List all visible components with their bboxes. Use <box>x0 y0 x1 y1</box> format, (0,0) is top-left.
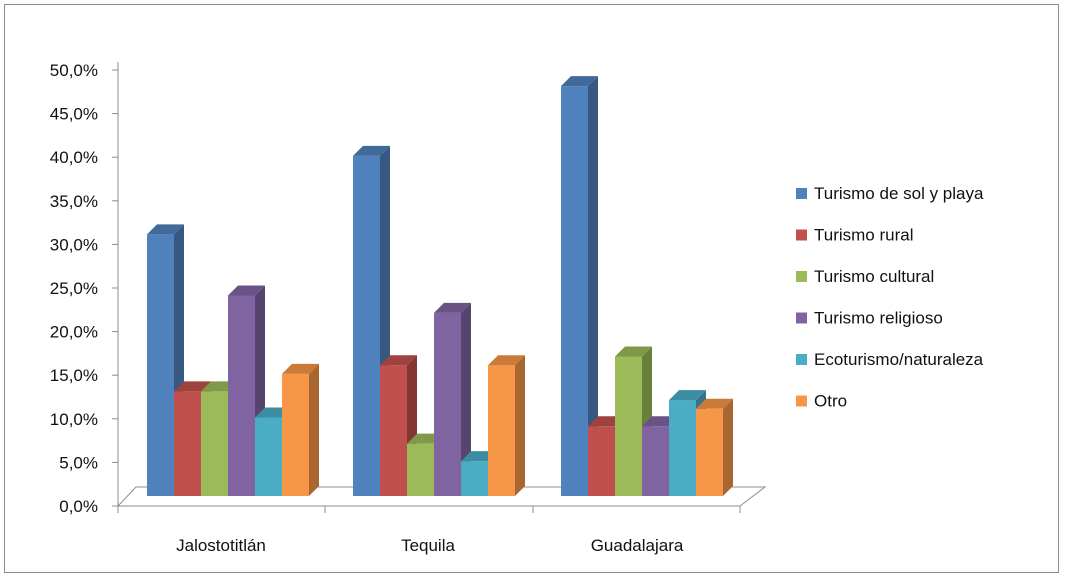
y-tick-labels: 0,0% 5,0% 10,0% 15,0% 20,0% 25,0% 30,0% 35,0% 40… <box>50 61 98 516</box>
bar-front <box>642 426 669 496</box>
legend-swatch <box>796 354 807 365</box>
bar-top <box>174 381 211 392</box>
axes-group <box>112 62 767 513</box>
legend-swatch <box>796 229 807 241</box>
bar-top <box>353 145 390 156</box>
bars-group <box>147 76 733 497</box>
bar-front <box>561 86 588 496</box>
bar-top <box>615 346 652 357</box>
bar <box>696 398 733 496</box>
y-tick-label: 45,0% <box>50 105 98 124</box>
bar <box>147 224 184 496</box>
legend-swatch <box>796 395 807 407</box>
bar-top <box>147 224 184 235</box>
y-tick-label: 25,0% <box>50 279 98 298</box>
bar-front <box>255 417 282 496</box>
legend-label: Otro <box>814 392 847 411</box>
x-category-label: Guadalajara <box>591 536 684 555</box>
y-tick-label: 0,0% <box>59 497 98 516</box>
bar-front <box>669 400 696 496</box>
legend-swatch <box>796 188 807 199</box>
y-tick-label: 35,0% <box>50 192 98 211</box>
bar-top <box>228 285 265 296</box>
bar-front <box>488 365 515 496</box>
bar-front <box>615 356 642 496</box>
bar-side <box>309 363 319 496</box>
legend: Turismo de sol y playa Turismo rural Turis… <box>796 184 984 411</box>
bar-front <box>228 295 255 496</box>
y-tick-label: 40,0% <box>50 148 98 167</box>
legend-label: Turismo de sol y playa <box>814 184 984 203</box>
bar-top <box>561 76 598 87</box>
x-category-labels: Jalostotitlán Tequila Guadalajara <box>176 536 684 555</box>
bar <box>282 363 319 496</box>
bar-front <box>434 312 461 496</box>
bar-front <box>201 391 228 496</box>
bar-front <box>174 391 201 496</box>
legend-swatch <box>796 271 807 282</box>
y-tick-label: 10,0% <box>50 410 98 429</box>
y-tick-label: 15,0% <box>50 366 98 385</box>
bar-front <box>147 234 174 496</box>
bar <box>434 302 471 496</box>
bar-side <box>588 76 598 496</box>
legend-swatch <box>796 312 807 324</box>
legend-label: Turismo cultural <box>814 267 934 286</box>
bar-front <box>588 426 615 496</box>
y-tick-label: 5,0% <box>59 453 98 472</box>
bar-front <box>353 155 380 497</box>
y-tick-label: 50,0% <box>50 61 98 80</box>
bar-front <box>696 408 723 496</box>
bar-side <box>723 398 733 496</box>
bar-front <box>461 461 488 496</box>
bar-front <box>407 443 434 496</box>
bar-top <box>380 355 417 366</box>
bar-top <box>282 363 319 374</box>
legend-label: Turismo religioso <box>814 309 943 328</box>
bar-front <box>282 373 309 496</box>
y-tick-label: 30,0% <box>50 235 98 254</box>
bar-top <box>488 355 525 366</box>
bar-side <box>461 302 471 496</box>
bar-top <box>696 398 733 409</box>
bar-top <box>434 302 471 313</box>
bar-front <box>380 365 407 496</box>
legend-label: Turismo rural <box>814 226 914 245</box>
bar <box>488 355 525 496</box>
bar <box>561 76 598 496</box>
y-tick-label: 20,0% <box>50 323 98 342</box>
legend-label: Ecoturismo/naturaleza <box>814 350 984 369</box>
x-category-label: Jalostotitlán <box>176 536 266 555</box>
bar-top <box>669 390 706 401</box>
x-category-label: Tequila <box>401 536 455 555</box>
bar-side <box>515 355 525 496</box>
